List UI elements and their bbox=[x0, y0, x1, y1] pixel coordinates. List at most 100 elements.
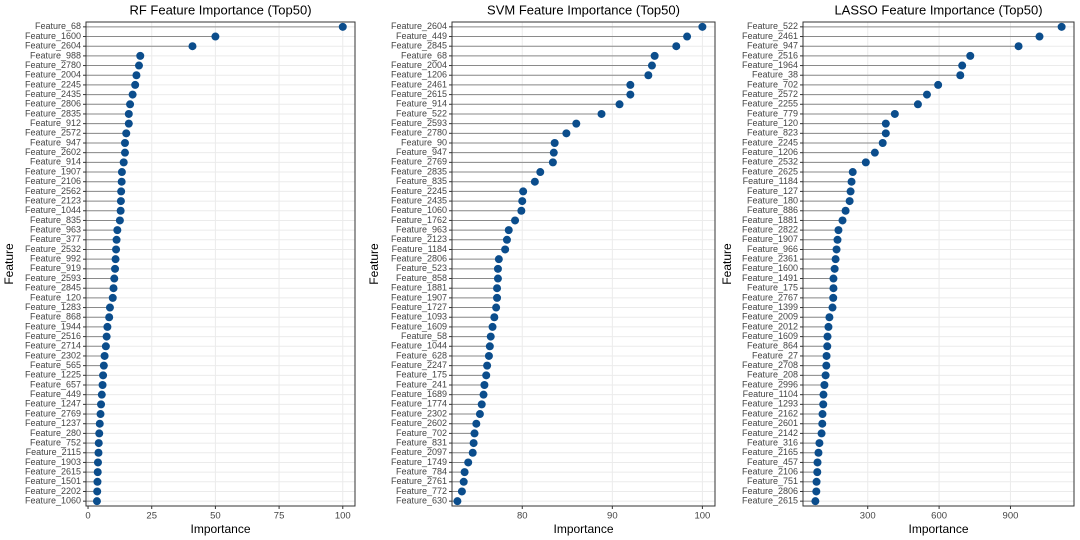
y-tick-label: Feature_2516 bbox=[742, 50, 798, 60]
y-tick-label: Feature_1881 bbox=[742, 215, 798, 225]
lollipop-point bbox=[105, 313, 114, 322]
y-tick-label: Feature_1774 bbox=[391, 399, 447, 409]
y-tick-label: Feature_947 bbox=[747, 41, 798, 51]
lollipop-point bbox=[97, 390, 106, 399]
lollipop-point bbox=[823, 342, 832, 351]
y-tick-label: Feature_1944 bbox=[25, 321, 81, 331]
y-tick-label: Feature_2615 bbox=[25, 466, 81, 476]
y-tick-label: Feature_2615 bbox=[742, 496, 798, 506]
y-tick-label: Feature_2004 bbox=[25, 70, 81, 80]
lollipop-point bbox=[811, 497, 820, 506]
lollipop-point bbox=[488, 322, 497, 331]
y-tick-label: Feature_2106 bbox=[25, 176, 81, 186]
lollipop-point bbox=[881, 119, 890, 128]
lollipop-point bbox=[834, 226, 843, 235]
x-axis-label: Importance bbox=[908, 522, 968, 536]
lollipop-point bbox=[93, 468, 102, 477]
lollipop-point bbox=[878, 139, 887, 147]
y-tick-label: Feature_2572 bbox=[742, 89, 798, 99]
y-tick-label: Feature_2780 bbox=[25, 60, 81, 70]
y-tick-label: Feature_2435 bbox=[391, 195, 447, 205]
lollipop-point bbox=[490, 313, 499, 322]
y-tick-label: Feature_1727 bbox=[391, 302, 447, 312]
lollipop-point bbox=[493, 293, 502, 302]
lollipop-point bbox=[847, 177, 856, 186]
lollipop-point bbox=[562, 129, 571, 138]
y-tick-label: Feature_886 bbox=[747, 205, 798, 215]
y-tick-label: Feature_1762 bbox=[391, 215, 447, 225]
lollipop-point bbox=[95, 429, 104, 438]
y-tick-label: Feature_27 bbox=[752, 350, 798, 360]
lollipop-point bbox=[482, 371, 491, 380]
x-tick-label: 25 bbox=[146, 511, 157, 522]
lollipop-point bbox=[112, 245, 121, 254]
lollipop-point bbox=[99, 361, 108, 370]
y-tick-label: Feature_68 bbox=[35, 21, 81, 31]
y-tick-label: Feature_2012 bbox=[742, 321, 798, 331]
lollipop-point bbox=[672, 42, 681, 51]
y-tick-label: Feature_947 bbox=[30, 137, 81, 147]
lollipop-point bbox=[833, 235, 842, 244]
lollipop-point bbox=[124, 109, 133, 118]
lollipop-point bbox=[1035, 32, 1044, 41]
y-tick-label: Feature_2822 bbox=[742, 224, 798, 234]
y-axis-label: Feature bbox=[367, 243, 381, 285]
x-tick-label: 50 bbox=[210, 511, 221, 522]
lollipop-point bbox=[483, 361, 492, 370]
y-tick-label: Feature_2806 bbox=[25, 99, 81, 109]
y-tick-label: Feature_1964 bbox=[742, 60, 798, 70]
lollipop-point bbox=[698, 22, 707, 31]
y-tick-label: Feature_1060 bbox=[391, 205, 447, 215]
y-tick-label: Feature_2806 bbox=[742, 486, 798, 496]
y-tick-label: Feature_175 bbox=[747, 283, 798, 293]
y-tick-label: Feature_2615 bbox=[391, 89, 447, 99]
lollipop-point bbox=[477, 400, 486, 409]
lollipop-point bbox=[132, 71, 141, 80]
y-tick-label: Feature_912 bbox=[30, 118, 81, 128]
lollipop-point bbox=[615, 100, 624, 109]
lollipop-point bbox=[517, 206, 526, 215]
y-tick-label: Feature_449 bbox=[30, 389, 81, 399]
y-tick-label: Feature_2602 bbox=[25, 147, 81, 157]
y-tick-label: Feature_1093 bbox=[391, 312, 447, 322]
lollipop-point bbox=[813, 458, 822, 467]
y-tick-label: Feature_1237 bbox=[25, 418, 81, 428]
y-tick-label: Feature_1749 bbox=[391, 457, 447, 467]
lollipop-point bbox=[493, 264, 502, 273]
lollipop-point bbox=[110, 274, 119, 283]
y-tick-label: Feature_1206 bbox=[742, 147, 798, 157]
y-tick-label: Feature_449 bbox=[396, 31, 447, 41]
lollipop-point bbox=[829, 293, 838, 302]
lollipop-point bbox=[819, 390, 828, 399]
lollipop-point bbox=[549, 148, 558, 157]
lollipop-point bbox=[956, 71, 965, 80]
lollipop-point bbox=[493, 274, 502, 283]
lollipop-point bbox=[518, 197, 527, 206]
y-tick-label: Feature_2435 bbox=[25, 89, 81, 99]
lollipop-point bbox=[881, 129, 890, 138]
y-tick-label: Feature_2593 bbox=[25, 273, 81, 283]
lollipop-point bbox=[486, 332, 495, 341]
plot-border bbox=[85, 21, 356, 507]
y-tick-label: Feature_2004 bbox=[391, 60, 447, 70]
lollipop-point bbox=[845, 197, 854, 206]
lollipop-point bbox=[470, 429, 479, 438]
y-tick-label: Feature_2461 bbox=[742, 31, 798, 41]
y-tick-label: Feature_751 bbox=[747, 476, 798, 486]
x-tick-label: 900 bbox=[1003, 511, 1019, 522]
y-tick-label: Feature_1881 bbox=[391, 283, 447, 293]
lollipop-point bbox=[128, 90, 137, 99]
lollipop-point bbox=[111, 255, 120, 264]
y-tick-label: Feature_2604 bbox=[391, 21, 447, 31]
y-tick-label: Feature_90 bbox=[401, 137, 447, 147]
y-tick-label: Feature_702 bbox=[396, 428, 447, 438]
x-tick-label: 80 bbox=[517, 511, 528, 522]
x-tick-label: 100 bbox=[335, 511, 351, 522]
lollipop-point bbox=[116, 206, 125, 215]
y-tick-label: Feature_914 bbox=[396, 99, 447, 109]
lollipop-point bbox=[475, 410, 484, 419]
lollipop-point bbox=[494, 255, 503, 264]
y-tick-label: Feature_1283 bbox=[25, 302, 81, 312]
x-axis-label: Importance bbox=[553, 522, 613, 536]
lollipop-point bbox=[548, 158, 557, 167]
